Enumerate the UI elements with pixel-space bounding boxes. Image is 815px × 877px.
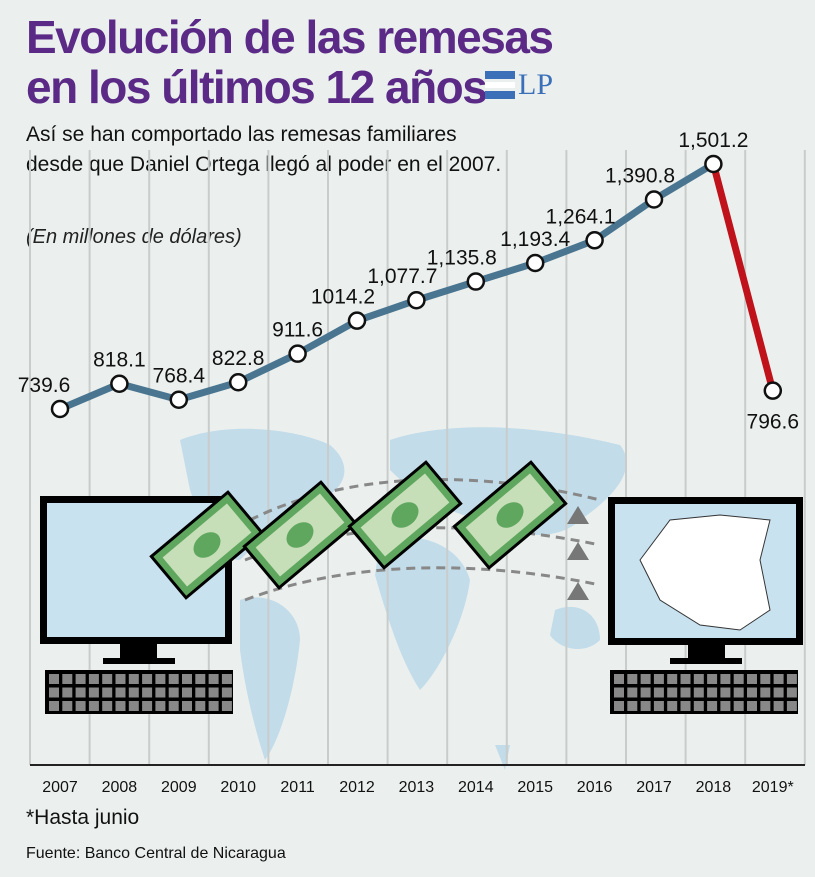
left-keyboard — [45, 670, 233, 714]
data-label: 1014.2 — [311, 286, 375, 309]
units-note: (En millones de dólares) — [26, 226, 242, 248]
data-point — [169, 390, 189, 409]
x-tick-label: 2009 — [161, 779, 197, 796]
x-tick-label: 2017 — [636, 779, 672, 796]
series-segment — [531, 236, 599, 267]
series-segment — [115, 380, 183, 404]
data-label: 1,077.7 — [367, 265, 437, 288]
x-tick-label: 2010 — [220, 779, 256, 796]
data-label: 822.8 — [212, 347, 265, 370]
x-tick-label: 2007 — [42, 779, 78, 796]
data-point — [525, 253, 545, 273]
right-computer — [608, 497, 803, 714]
x-tick-label: 2014 — [458, 779, 494, 796]
x-tick-label: 2019* — [752, 779, 794, 796]
data-point — [763, 381, 783, 400]
arrows — [567, 506, 589, 600]
right-keyboard — [610, 670, 798, 714]
source-note: Fuente: Banco Central de Nicaragua — [26, 845, 286, 862]
logo-text: LP — [518, 68, 554, 101]
x-tick-label: 2008 — [102, 779, 138, 796]
series-segment — [591, 196, 658, 244]
footnote: *Hasta junio — [26, 806, 140, 829]
arrow-icon — [567, 506, 589, 524]
data-point — [466, 272, 486, 291]
money-bill-icon — [452, 460, 568, 570]
chart-title: Evolución de las remesas en los últimos 1… — [26, 11, 554, 113]
data-point — [288, 344, 307, 363]
data-point — [347, 311, 367, 330]
money-bills — [149, 460, 568, 600]
x-tick-label: 2011 — [280, 779, 315, 796]
data-label: 911.6 — [272, 319, 323, 342]
data-label: 818.1 — [93, 349, 146, 372]
x-tick-label: 2013 — [399, 779, 435, 796]
money-bill-icon — [149, 490, 265, 600]
money-bill-icon — [242, 480, 358, 590]
data-label: 1,135.8 — [427, 247, 497, 270]
subtitle: Así se han comportado las remesas famili… — [26, 123, 502, 176]
x-tick-label: 2018 — [696, 779, 732, 796]
data-label: 768.4 — [153, 365, 206, 388]
nicaragua-map — [639, 514, 771, 631]
x-tick-label: 2016 — [577, 779, 613, 796]
data-point — [644, 190, 664, 209]
series-segment — [56, 380, 123, 413]
series-segment — [650, 160, 717, 204]
x-tick-label: 2012 — [339, 779, 375, 796]
series-segment — [175, 378, 242, 404]
series-segment — [353, 296, 420, 325]
data-label: 1,264.1 — [546, 205, 616, 228]
data-label: 796.6 — [747, 411, 800, 434]
data-point — [228, 372, 248, 392]
arrow-icon — [567, 542, 589, 560]
lp-logo: LP — [485, 68, 553, 102]
data-point — [407, 290, 426, 310]
data-label: 1,501.2 — [678, 129, 748, 152]
x-tick-label: 2015 — [517, 779, 553, 796]
flag-icon — [485, 71, 515, 99]
title-line-2: en los últimos 12 años — [26, 61, 488, 113]
data-label: 739.6 — [18, 374, 71, 397]
series-segment — [472, 259, 539, 286]
data-point — [585, 231, 604, 250]
series-segment-drop — [709, 160, 777, 395]
data-label: 1,390.8 — [605, 165, 675, 188]
title-line-1: Evolución de las remesas — [26, 11, 554, 63]
data-point — [110, 374, 129, 393]
series-segment — [412, 278, 480, 304]
data-point — [50, 399, 70, 419]
arrow-icon — [567, 582, 589, 600]
series-segment — [294, 317, 361, 358]
series-segment — [234, 350, 302, 386]
data-label: 1,193.4 — [500, 228, 570, 251]
data-point — [704, 154, 723, 174]
money-bill-icon — [347, 460, 463, 570]
